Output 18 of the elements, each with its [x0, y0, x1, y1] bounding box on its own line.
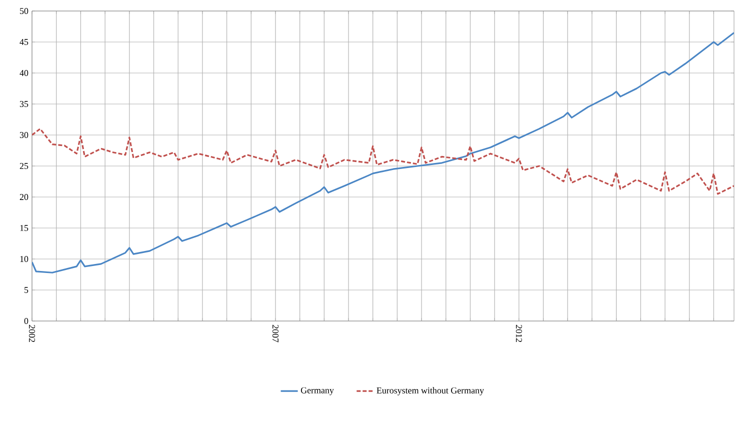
x-tick-label: 2007	[272, 324, 278, 342]
y-tick-label: 0	[24, 318, 28, 324]
y-tick-label: 25	[20, 162, 28, 170]
y-tick-label: 50	[20, 8, 28, 14]
y-tick-label: 35	[20, 100, 28, 108]
x-tick-label: 2012	[516, 324, 522, 342]
line-series	[32, 32, 734, 274]
legend-label: Eurosystem without Germany	[376, 387, 484, 396]
y-tick-label: 45	[20, 39, 28, 46]
y-tick-label: 15	[20, 224, 28, 232]
legend-label: Germany	[300, 387, 334, 396]
x-tick-label: 2002	[28, 324, 36, 342]
line-series	[32, 128, 734, 195]
y-tick-label: 40	[20, 70, 28, 76]
y-tick-label: 20	[20, 194, 28, 200]
y-tick-label: 30	[20, 132, 28, 138]
y-tick-label: 10	[20, 256, 28, 262]
y-tick-label: 5	[24, 287, 28, 293]
